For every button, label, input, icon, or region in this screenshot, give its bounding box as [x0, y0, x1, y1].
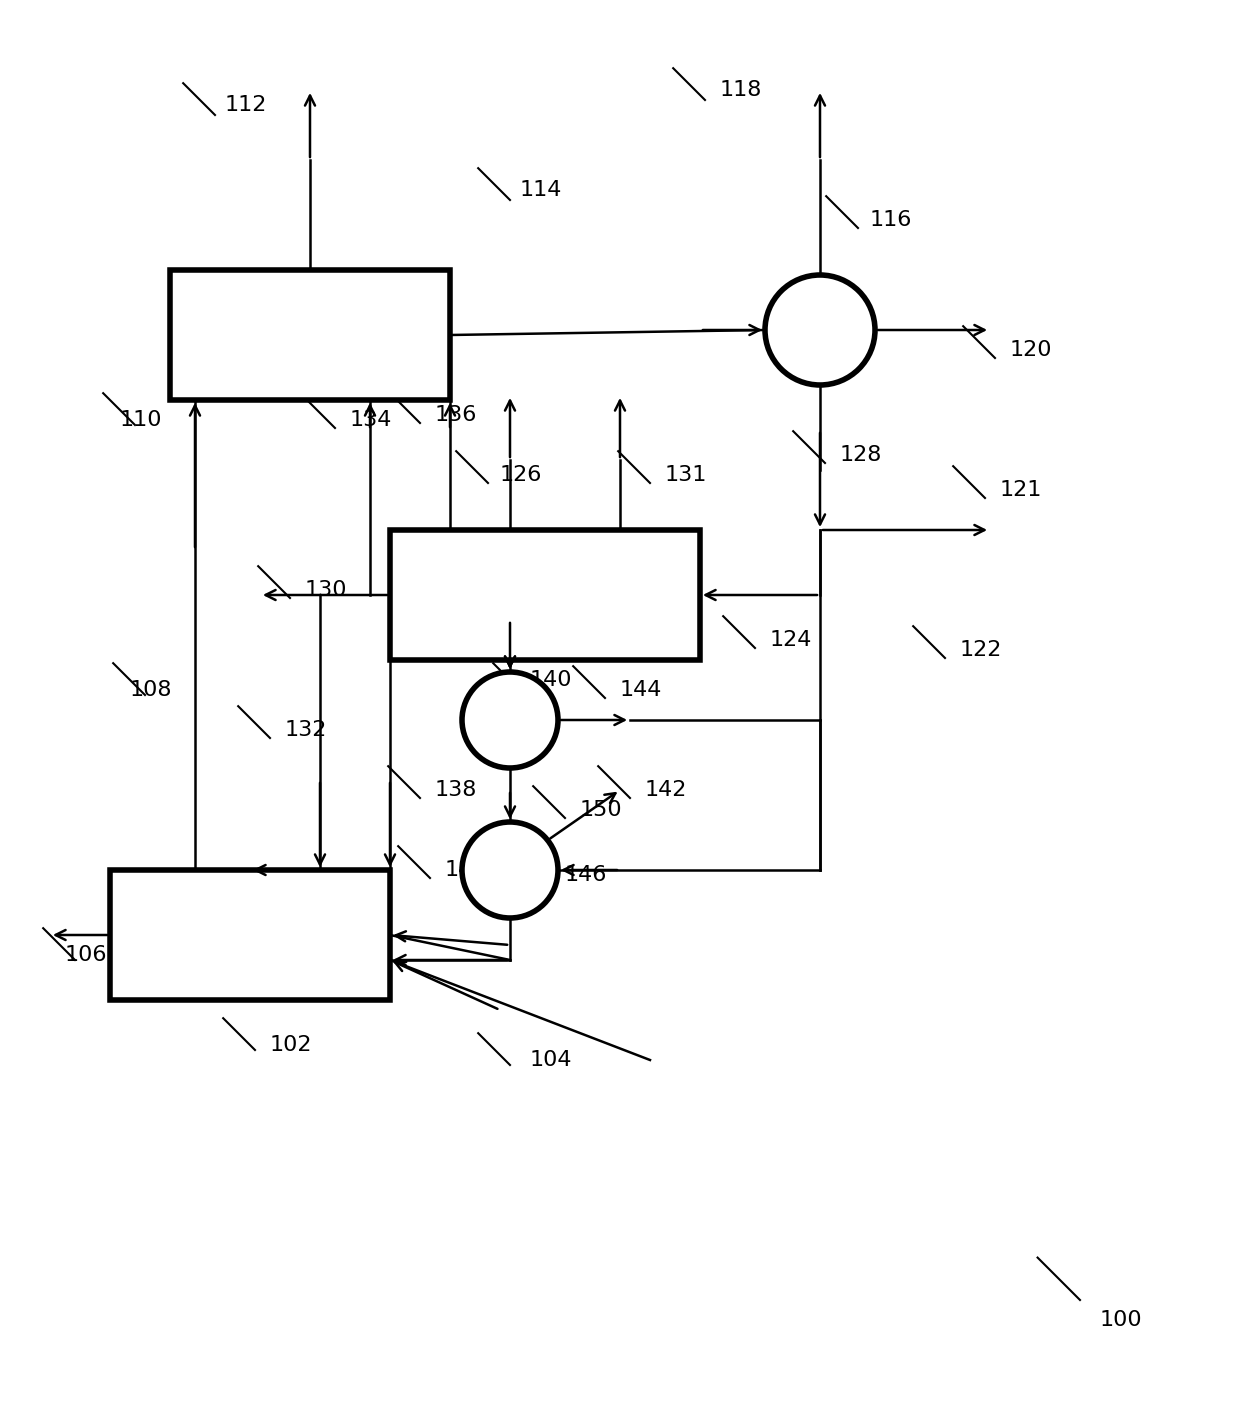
Bar [391, 530, 701, 659]
Text: 150: 150 [580, 801, 622, 820]
Text: 122: 122 [960, 640, 1002, 659]
Text: 120: 120 [1011, 340, 1053, 360]
Text: 130: 130 [305, 580, 347, 600]
Text: 108: 108 [130, 681, 172, 700]
Text: 132: 132 [285, 720, 327, 740]
Text: 136: 136 [435, 405, 477, 425]
Text: 116: 116 [870, 210, 913, 230]
Text: 118: 118 [720, 80, 763, 100]
Text: 110: 110 [120, 409, 162, 431]
Circle shape [463, 672, 558, 768]
Text: 102: 102 [270, 1035, 312, 1055]
Text: 124: 124 [770, 630, 812, 650]
Circle shape [463, 822, 558, 918]
Bar [170, 270, 450, 400]
Text: 114: 114 [520, 179, 563, 201]
Text: 104: 104 [529, 1051, 573, 1070]
Text: 140: 140 [529, 671, 573, 690]
Bar [110, 870, 391, 1000]
Text: 112: 112 [224, 95, 268, 114]
Text: 146: 146 [565, 866, 608, 885]
Text: 148: 148 [445, 860, 487, 880]
Text: 138: 138 [435, 779, 477, 801]
Text: 126: 126 [500, 465, 542, 484]
Text: 134: 134 [350, 409, 392, 431]
Text: 142: 142 [645, 779, 687, 801]
Text: 121: 121 [999, 480, 1043, 500]
Text: 131: 131 [665, 465, 707, 484]
Text: 128: 128 [839, 445, 883, 465]
Text: 144: 144 [620, 681, 662, 700]
Text: 100: 100 [1100, 1310, 1142, 1330]
Text: 106: 106 [64, 945, 108, 964]
Circle shape [765, 275, 875, 385]
